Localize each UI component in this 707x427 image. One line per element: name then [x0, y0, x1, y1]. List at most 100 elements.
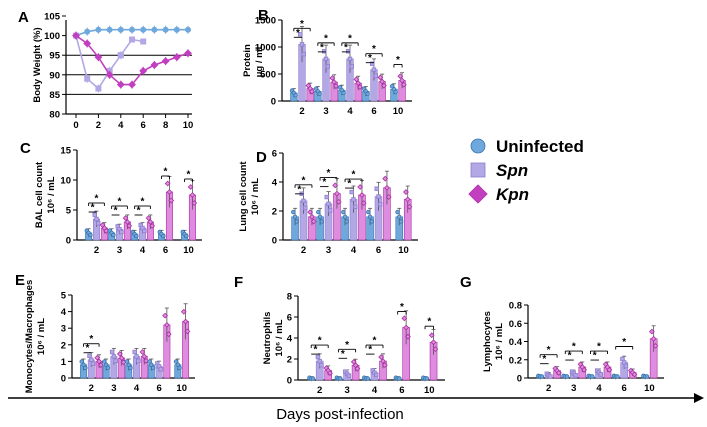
y-axis-label: Protein — [242, 44, 253, 77]
data-point — [72, 31, 80, 40]
sig-star: * — [427, 317, 431, 328]
data-point — [378, 202, 383, 207]
x-tick-label: 6 — [141, 120, 146, 131]
panel-letter: B — [258, 7, 269, 24]
panel-letter: E — [15, 272, 25, 289]
data-point — [555, 370, 562, 376]
data-point — [105, 365, 111, 371]
data-point — [648, 328, 655, 335]
data-point — [357, 184, 364, 190]
data-point — [644, 374, 650, 379]
data-point — [373, 73, 378, 78]
data-point — [319, 362, 324, 368]
sig-star: * — [318, 336, 322, 347]
y-tick-label: 0 — [66, 236, 71, 247]
data-point — [102, 359, 107, 364]
y-tick-label: 0.6 — [509, 319, 522, 330]
y-tick-label: 10 — [60, 176, 71, 187]
data-point — [103, 362, 109, 367]
data-point — [404, 196, 411, 203]
data-point — [623, 363, 629, 369]
y-axis-unit: 10⁶ / mL — [274, 319, 285, 356]
data-point — [369, 219, 375, 224]
x-tick-label: 4 — [140, 245, 146, 256]
data-point — [177, 365, 182, 371]
data-point — [117, 26, 124, 33]
x-tick-label: 6 — [376, 245, 381, 256]
sig-star: * — [141, 197, 145, 208]
x-tick-label: 3 — [111, 383, 116, 394]
data-point — [189, 192, 196, 198]
sig-star: * — [368, 345, 372, 356]
x-tick-label: 3 — [344, 385, 349, 396]
y-tick-label: 0 — [61, 374, 66, 385]
data-point — [341, 90, 346, 96]
sig-star: * — [568, 351, 572, 362]
legend-marker-kpn — [468, 184, 488, 204]
data-point — [379, 78, 386, 85]
y-tick-label: 95 — [49, 51, 60, 62]
data-point — [548, 374, 553, 379]
sig-star: * — [341, 349, 345, 360]
x-tick-label: 4 — [134, 383, 140, 394]
data-point — [349, 64, 354, 69]
data-point — [141, 353, 148, 360]
sig-star: * — [622, 337, 626, 348]
sig-star: * — [89, 334, 93, 345]
y-tick-label: 1500 — [255, 16, 276, 27]
data-point — [163, 321, 170, 328]
data-point — [652, 342, 659, 349]
data-point — [162, 26, 169, 33]
data-point — [393, 89, 398, 95]
sig-star: * — [547, 345, 551, 356]
data-point — [369, 61, 375, 66]
x-tick-label: 2 — [89, 383, 94, 394]
data-point — [184, 49, 192, 58]
sig-star: * — [597, 342, 601, 353]
x-tick-label: 2 — [546, 383, 551, 394]
y-tick-label: 15 — [60, 146, 71, 157]
data-point — [140, 38, 147, 45]
data-point — [184, 26, 191, 33]
data-point — [325, 64, 330, 69]
data-point — [403, 189, 409, 195]
data-point — [128, 36, 135, 43]
data-point — [355, 80, 362, 87]
data-point — [124, 219, 131, 225]
sig-star: * — [347, 179, 351, 190]
data-point — [147, 219, 154, 225]
x-tick-label: 6 — [156, 383, 161, 394]
data-point — [376, 194, 381, 199]
timeline-arrow — [694, 393, 704, 403]
y-tick-label: 500 — [260, 70, 276, 81]
sig-star: * — [322, 177, 326, 188]
data-point — [335, 198, 342, 205]
x-tick-label: 10 — [183, 120, 194, 131]
sig-star: * — [164, 167, 168, 178]
data-point — [317, 91, 322, 97]
legend-label: Uninfected — [496, 137, 584, 156]
data-point — [139, 66, 148, 75]
data-point — [184, 328, 191, 335]
data-point — [161, 233, 166, 239]
data-point — [598, 372, 603, 377]
y-axis-label: BAL cell count — [34, 161, 45, 228]
sig-star: * — [187, 170, 191, 181]
legend-label: Spn — [496, 161, 528, 180]
data-point — [301, 51, 306, 57]
data-point — [581, 366, 588, 373]
data-point — [94, 53, 103, 62]
x-tick-label: 3 — [571, 383, 576, 394]
data-point — [403, 324, 410, 331]
y-tick-label: 100 — [44, 31, 60, 42]
data-point — [398, 219, 404, 224]
legend-marker-uninfected — [470, 138, 486, 154]
data-point — [187, 184, 194, 190]
data-point — [92, 212, 97, 217]
data-point — [406, 203, 413, 210]
data-point — [109, 349, 115, 355]
data-point — [88, 232, 93, 238]
